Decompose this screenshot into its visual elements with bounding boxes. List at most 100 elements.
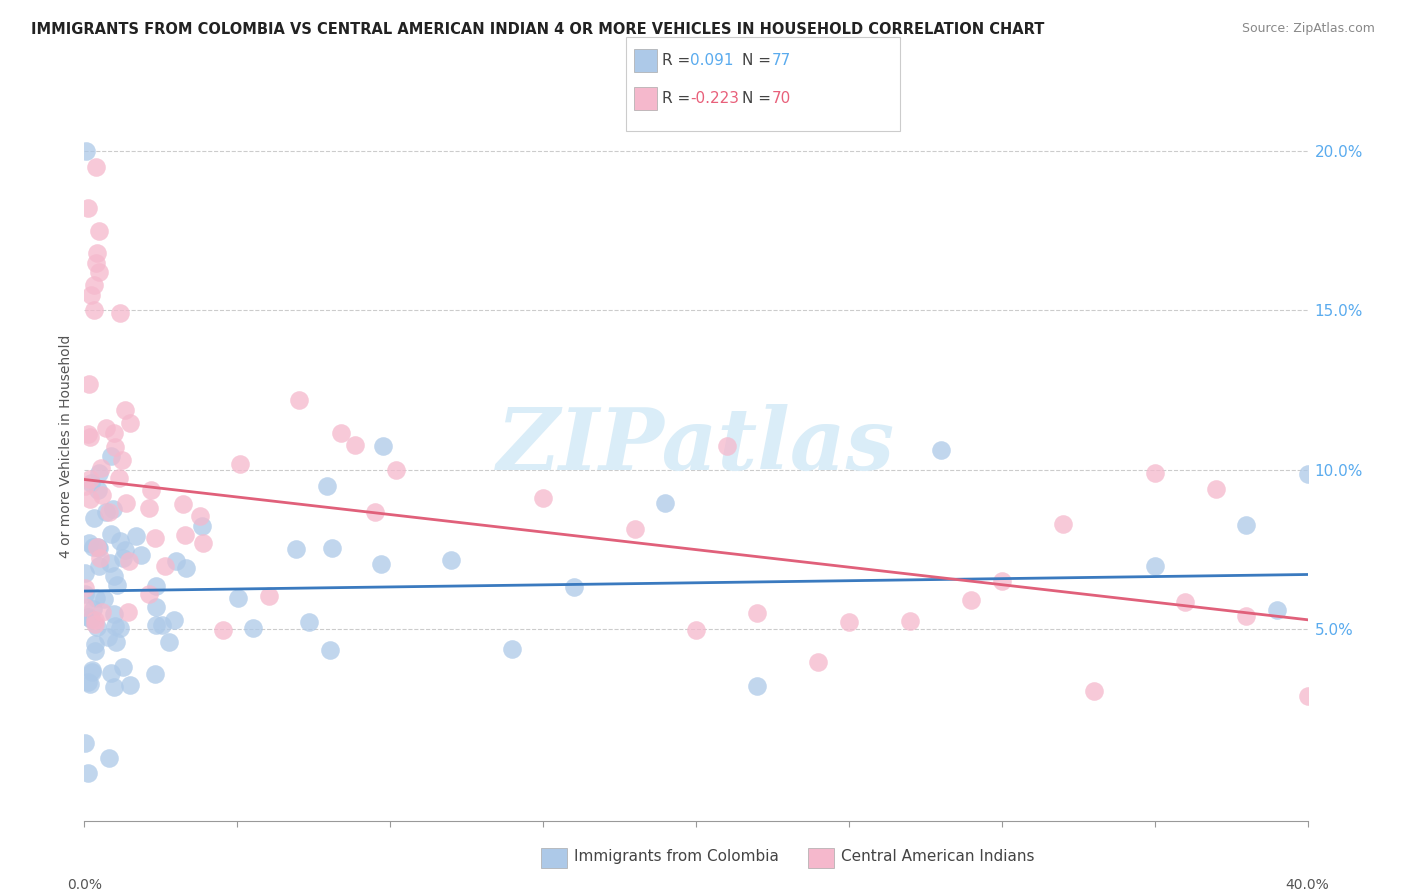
Point (89, 551, 111, 566)
Point (103, 502, 125, 516)
Point (83, 277, 105, 292)
Point (79, 492, 101, 507)
Point (75, 587, 97, 601)
Point (1236, 609, 1258, 624)
Point (138, 500, 160, 515)
Point (150, 618, 173, 632)
Text: 0.0%: 0.0% (67, 878, 101, 892)
Point (190, 509, 212, 524)
Point (90, 488, 112, 502)
Point (747, 679, 769, 693)
Point (373, 438, 395, 452)
Point (191, 518, 214, 533)
Point (145, 579, 167, 593)
Text: ZIPatlas: ZIPatlas (496, 404, 896, 488)
Point (80, 663, 103, 677)
Point (138, 586, 160, 600)
Point (173, 528, 195, 542)
Point (1205, 482, 1227, 496)
Point (89, 224, 111, 238)
Point (103, 426, 125, 441)
Point (115, 496, 138, 510)
Point (98, 751, 121, 765)
Point (86, 619, 108, 633)
Point (86, 540, 108, 554)
Point (120, 678, 142, 692)
Point (1083, 683, 1105, 698)
Point (104, 441, 127, 455)
Point (89, 467, 111, 481)
Point (329, 426, 352, 441)
Point (77, 202, 100, 216)
Text: 77: 77 (772, 54, 792, 68)
Point (91, 605, 114, 619)
Point (284, 541, 307, 556)
Point (531, 491, 554, 506)
Point (105, 578, 128, 592)
Point (838, 615, 860, 629)
Point (96, 420, 118, 434)
Point (84, 255, 107, 269)
Point (316, 479, 339, 493)
Point (104, 634, 127, 648)
Point (141, 483, 163, 497)
Text: Source: ZipAtlas.com: Source: ZipAtlas.com (1241, 22, 1375, 36)
Point (75, 599, 97, 614)
Point (685, 624, 707, 638)
Point (129, 548, 152, 562)
Point (1265, 603, 1288, 617)
Point (75, 736, 97, 750)
Point (82, 601, 104, 615)
Point (624, 522, 647, 536)
Point (143, 531, 166, 545)
Point (1143, 466, 1166, 480)
Point (73, 566, 96, 581)
Point (112, 660, 135, 674)
Point (120, 416, 142, 430)
Text: 0.091: 0.091 (690, 54, 734, 68)
Point (1174, 595, 1197, 609)
Point (73, 581, 96, 595)
Point (100, 557, 122, 571)
Point (440, 553, 463, 567)
Point (82, 540, 104, 554)
Point (117, 605, 139, 619)
Point (77, 427, 100, 442)
Point (145, 666, 167, 681)
Point (165, 554, 187, 568)
Point (193, 536, 215, 550)
Point (125, 529, 148, 543)
Point (384, 463, 406, 477)
Point (108, 533, 131, 548)
Text: Central American Indians: Central American Indians (841, 849, 1035, 863)
Point (157, 635, 180, 649)
Point (100, 449, 122, 463)
Point (145, 599, 167, 614)
Point (80, 611, 103, 625)
Point (370, 557, 392, 571)
Point (174, 561, 197, 575)
Point (83, 303, 105, 318)
Point (94, 505, 117, 519)
Point (257, 589, 280, 603)
Text: 40.0%: 40.0% (1285, 878, 1330, 892)
Text: R =: R = (662, 91, 696, 105)
Point (562, 580, 585, 594)
Point (114, 542, 136, 557)
Point (654, 496, 676, 510)
Point (118, 553, 141, 567)
Point (90, 460, 112, 475)
Point (226, 591, 249, 605)
Point (502, 642, 524, 657)
Point (212, 624, 235, 638)
Point (97, 630, 120, 644)
Point (80, 476, 103, 491)
Text: R =: R = (662, 54, 696, 68)
Point (77, 674, 100, 689)
Point (991, 574, 1014, 588)
Point (84, 613, 107, 627)
Text: 70: 70 (772, 91, 792, 105)
Point (103, 568, 125, 582)
Point (1143, 558, 1166, 573)
Point (1052, 517, 1074, 532)
